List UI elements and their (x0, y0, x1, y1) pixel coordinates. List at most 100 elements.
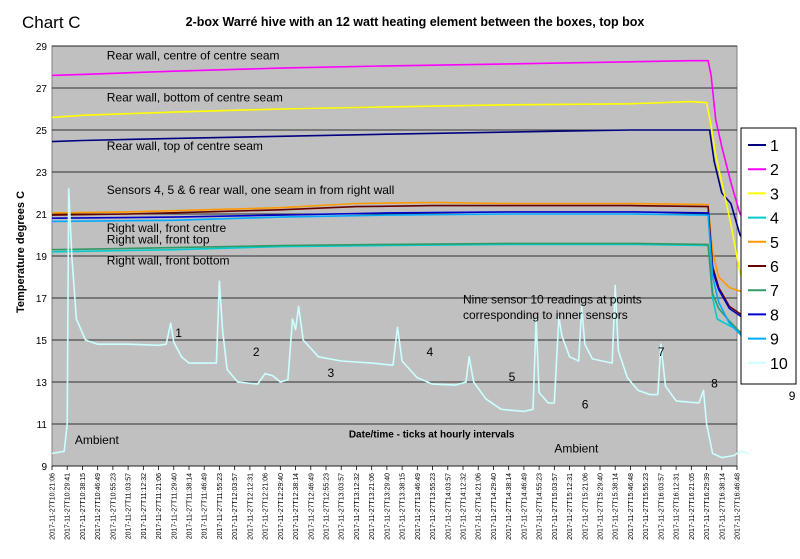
series-line-7 (51, 242, 750, 341)
x-tick-label: 2017-11-27T13:12:32 (354, 473, 361, 540)
y-tick-label: 17 (36, 294, 48, 305)
x-tick-label: 2017-11-27T12:38:14 (293, 473, 300, 540)
annotation-label: Right wall, front bottom (107, 253, 230, 267)
y-tick-label: 21 (36, 210, 48, 221)
x-tick-label: 2017-11-27T15:12:31 (567, 473, 574, 540)
annotation-label: Rear wall, bottom of centre seam (107, 91, 283, 105)
legend-entry-7: 7 (770, 283, 779, 300)
y-tick-label: 19 (36, 252, 48, 263)
annotation-label: 4 (426, 345, 433, 359)
annotation-label: Sensors 4, 5 & 6 rear wall, one seam in … (107, 183, 394, 197)
series-line-3 (51, 100, 750, 299)
x-tick-label: 2017-11-27T14:29:40 (491, 473, 498, 540)
x-tick-label: 2017-11-27T11:38:14 (187, 473, 194, 539)
x-tick-label: 2017-11-27T12:46:49 (308, 473, 315, 540)
x-tick-label: 2017-11-27T12:03:57 (232, 473, 239, 540)
annotation-label: Right wall, front top (107, 232, 210, 246)
x-tick-label: 2017-11-27T13:38:15 (400, 473, 407, 540)
x-tick-label: 2017-11-27T15:55:23 (643, 473, 650, 540)
x-tick-label: 2017-11-27T14:21:06 (476, 473, 483, 540)
series-line-9 (51, 213, 750, 343)
x-tick-label: 2017-11-27T10:46:49 (95, 473, 102, 540)
x-tick-label: 2017-11-27T11:46:49 (202, 473, 209, 539)
x-tick-label: 2017-11-27T13:29:40 (384, 473, 391, 540)
legend-entry-6: 6 (770, 259, 779, 276)
x-tick-label: 2017-11-27T13:21:06 (369, 473, 376, 540)
x-tick-label: 2017-11-27T12:12:31 (247, 473, 254, 540)
annotation-label: 3 (328, 366, 335, 380)
legend-entry-1: 1 (770, 138, 779, 155)
x-tick-label: 2017-11-27T15:38:14 (613, 473, 620, 540)
x-tick-label: 2017-11-27T10:38:15 (80, 473, 87, 540)
x-tick-label: 2017-11-27T15:03:57 (552, 473, 559, 540)
x-tick-label: 2017-11-27T11:03:57 (126, 473, 133, 539)
x-tick-label: 2017-11-27T12:29:40 (278, 473, 285, 540)
y-tick-label: 11 (37, 420, 48, 431)
series-line-4 (51, 243, 750, 341)
legend: 1 2 3 4 5 6 7 8 9 10 (740, 127, 797, 385)
annotation-label: 8 (711, 376, 718, 390)
x-tick-label: 2017-11-27T14:55:23 (537, 473, 544, 540)
y-tick-label: 23 (36, 168, 48, 179)
series-line-10 (51, 188, 750, 459)
annotation-label: 6 (582, 397, 589, 411)
series-line-5 (51, 201, 750, 295)
annotation-label: Nine sensor 10 readings at points (463, 292, 642, 306)
x-tick-label: 2017-11-27T16:38:14 (719, 473, 726, 540)
annotation-label: 1 (175, 326, 182, 340)
chart-label-c: Chart C (22, 13, 81, 32)
series-line-2 (51, 59, 750, 226)
x-tick-label: 2017-11-27T11:29:40 (171, 473, 178, 539)
y-tick-label: 29 (36, 42, 48, 53)
x-tick-label: 2017-11-27T11:55:23 (217, 473, 224, 539)
annotation-label: 7 (658, 345, 665, 359)
x-tick-label: 2017-11-27T13:46:49 (415, 473, 422, 540)
x-tick-label: 2017-11-27T11:21:06 (156, 473, 163, 539)
legend-entry-10: 10 (770, 356, 788, 373)
legend-entry-3: 3 (770, 186, 779, 203)
x-tick-label: 2017-11-27T15:29:40 (598, 473, 605, 540)
legend-entry-8: 8 (770, 307, 779, 324)
x-tick-label: 2017-11-27T16:21:05 (689, 473, 696, 540)
x-tick-label: 2017-11-27T15:46:48 (628, 473, 635, 540)
y-tick-label: 15 (36, 336, 48, 347)
y-axis-ticks: 9 11 13 15 17 19 21 23 25 27 29 (36, 42, 48, 473)
x-tick-label: 2017-11-27T13:03:57 (339, 473, 346, 540)
annotation-label: Rear wall, top of centre seam (107, 139, 263, 153)
annotations: Rear wall, centre of centre seam Rear wal… (75, 49, 796, 456)
x-tick-label: 2017-11-27T14:03:57 (445, 473, 452, 540)
legend-entry-4: 4 (770, 211, 779, 228)
annotation-label: Ambient (75, 433, 120, 447)
x-tick-label: 2017-11-27T16:12:31 (674, 473, 681, 540)
y-tick-label: 9 (41, 462, 47, 473)
series-lines (51, 59, 750, 459)
legend-box (740, 127, 797, 385)
x-tick-label: 2017-11-27T14:46:49 (521, 473, 528, 540)
series-line-1 (51, 129, 750, 249)
x-tick-label: 2017-11-27T16:46:48 (735, 473, 742, 540)
x-tick-label: 2017-11-27T11:12:32 (141, 473, 148, 539)
y-tick-label: 13 (36, 378, 48, 389)
x-tick-label: 2017-11-27T10:21:06 (50, 473, 57, 540)
annotation-label: Date/time - ticks at hourly intervals (349, 430, 515, 441)
y-axis-title: Temperature degrees C (15, 191, 27, 313)
annotation-label: Rear wall, centre of centre seam (107, 49, 280, 63)
x-tick-label: 2017-11-27T14:12:32 (461, 473, 468, 540)
x-tick-label: 2017-11-27T16:03:57 (658, 473, 665, 540)
annotation-label: 9 (789, 389, 796, 403)
legend-entry-5: 5 (770, 235, 779, 252)
x-tick-label: 2017-11-27T15:21:06 (582, 473, 589, 540)
x-tick-label: 2017-11-27T10:55:23 (110, 473, 117, 540)
x-tick-label: 2017-11-27T16:29:39 (704, 473, 711, 540)
x-axis-ticks: 2017-11-27T10:21:06 2017-11-27T10:29:41 20… (50, 466, 742, 540)
annotation-label: corresponding to inner sensors (463, 308, 628, 322)
series-line-6 (51, 204, 750, 320)
annotation-label: Right wall, front centre (107, 221, 227, 235)
x-tick-label: 2017-11-27T12:55:23 (324, 473, 331, 540)
legend-entry-9: 9 (770, 332, 779, 349)
annotation-label: Ambient (554, 441, 599, 455)
legend-entry-2: 2 (770, 162, 779, 179)
chart-title: 2-box Warré hive with an 12 watt heating… (186, 15, 645, 29)
x-tick-label: 2017-11-27T10:29:41 (65, 473, 72, 540)
